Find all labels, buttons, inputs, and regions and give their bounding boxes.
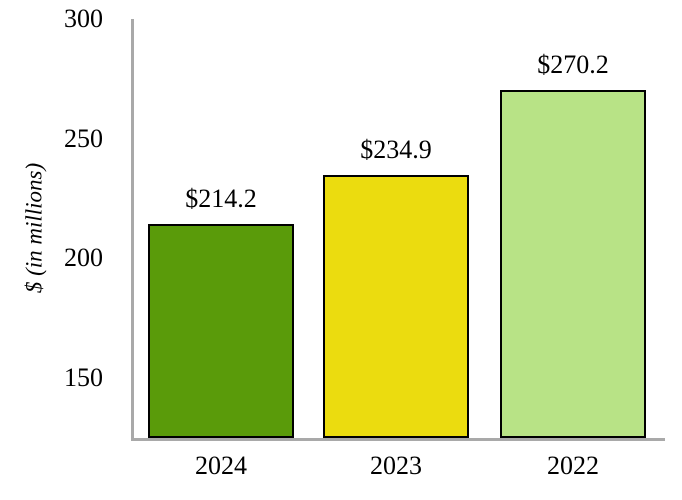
x-tick-label: 2024	[195, 451, 247, 480]
y-tick-label: 250	[64, 123, 103, 153]
y-tick-label: 150	[64, 363, 103, 393]
bar-2022	[500, 90, 646, 438]
y-axis-line	[131, 19, 134, 440]
bar-value-label: $214.2	[185, 184, 257, 214]
bar-value-label: $234.9	[360, 134, 432, 164]
bar-value-label: $270.2	[537, 50, 609, 80]
y-axis-title: $ (in millions)	[21, 162, 47, 294]
y-tick-label: 200	[64, 243, 103, 273]
y-tick-label: 300	[64, 4, 103, 33]
bar-2024	[148, 224, 294, 438]
x-axis-line	[131, 438, 665, 441]
bar-2023	[323, 174, 469, 438]
x-tick-label: 2023	[370, 451, 422, 480]
x-tick-label: 2022	[547, 451, 599, 480]
